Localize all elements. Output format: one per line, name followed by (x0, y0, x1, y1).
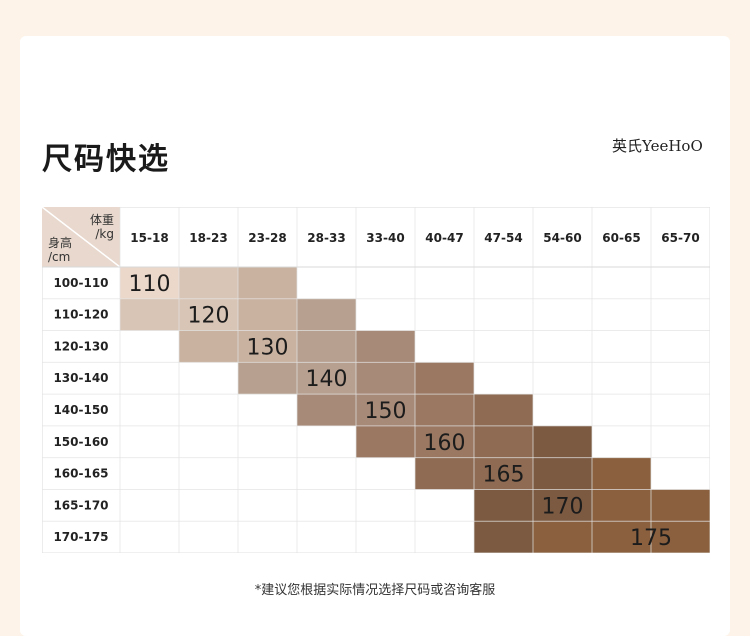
size-region-170 (533, 489, 592, 522)
weight-tick-label: 60-65 (602, 231, 640, 245)
size-label-160: 160 (424, 431, 466, 456)
height-tick-label: 130-140 (53, 371, 108, 385)
corner-weight-label: 体重 (90, 213, 114, 227)
height-tick-label: 140-150 (53, 403, 108, 417)
size-region-175 (533, 521, 592, 553)
size-label-120: 120 (188, 304, 230, 329)
size-region-160 (356, 425, 415, 458)
size-region-165 (474, 425, 533, 458)
size-label-170: 170 (542, 494, 584, 519)
corner-weight-label: /kg (95, 227, 114, 241)
weight-tick-label: 65-70 (661, 231, 699, 245)
size-region-170 (474, 521, 533, 553)
size-chart: 体重/kg 身高/cm 15-18 18-23 23-28 28-33 33-40 40-47… (42, 207, 710, 553)
size-region-140 (238, 362, 297, 395)
size-region-170 (533, 425, 592, 458)
size-region-175 (592, 521, 651, 553)
size-region-130 (238, 330, 297, 363)
height-tick-label: 165-170 (53, 498, 108, 512)
size-region-170 (474, 489, 533, 522)
size-region-150 (297, 394, 356, 426)
page-title: 尺码快选 (42, 142, 170, 177)
weight-tick-label: 28-33 (307, 231, 345, 245)
size-region-150 (356, 362, 415, 395)
size-region-120 (179, 267, 238, 299)
size-region-165 (415, 457, 474, 490)
weight-tick-label: 54-60 (543, 231, 581, 245)
height-tick-label: 160-165 (53, 467, 108, 481)
size-label-130: 130 (247, 335, 289, 360)
size-region-110 (120, 267, 179, 299)
weight-tick-label: 23-28 (248, 231, 286, 245)
size-label-165: 165 (483, 463, 525, 488)
brand-logo: 英氏YeeHoO (612, 137, 703, 155)
weight-tick-label: 18-23 (189, 231, 227, 245)
corner-height-label: /cm (48, 250, 70, 264)
size-region-160 (415, 425, 474, 458)
size-label-140: 140 (306, 367, 348, 392)
size-region-140 (297, 330, 356, 363)
size-region-165 (474, 394, 533, 426)
size-region-170 (533, 457, 592, 490)
weight-tick-label: 40-47 (425, 231, 463, 245)
size-region-175 (592, 489, 651, 522)
size-region-140 (297, 362, 356, 395)
weight-tick-label: 33-40 (366, 231, 404, 245)
size-label-150: 150 (365, 399, 407, 424)
corner-height-label: 身高 (48, 235, 72, 250)
size-region-130 (238, 298, 297, 331)
height-tick-label: 170-175 (53, 530, 108, 544)
size-region-165 (474, 457, 533, 490)
corner-diagonal (42, 207, 121, 268)
size-region-130 (238, 267, 297, 299)
size-region-175 (651, 521, 710, 553)
size-region-160 (415, 362, 474, 395)
weight-tick-label: 15-18 (130, 231, 168, 245)
height-tick-label: 150-160 (53, 435, 108, 449)
size-region-175 (592, 457, 651, 490)
size-region-120 (120, 298, 179, 331)
size-region-130 (179, 330, 238, 363)
size-region-140 (297, 298, 356, 331)
height-tick-label: 120-130 (53, 339, 108, 353)
size-chart-svg: 体重/kg 身高/cm 15-18 18-23 23-28 28-33 33-40 40-47… (42, 207, 710, 553)
size-region-175 (651, 489, 710, 522)
size-region-120 (179, 298, 238, 331)
size-region-160 (415, 394, 474, 426)
footnote: *建议您根据实际情况选择尺码或咨询客服 (254, 583, 496, 598)
height-tick-label: 110-120 (53, 308, 108, 322)
size-label-110: 110 (129, 272, 171, 297)
height-tick-label: 100-110 (53, 276, 108, 290)
size-label-175: 175 (630, 526, 672, 551)
size-region-150 (356, 330, 415, 363)
weight-tick-label: 47-54 (484, 231, 522, 245)
size-region-150 (356, 394, 415, 426)
